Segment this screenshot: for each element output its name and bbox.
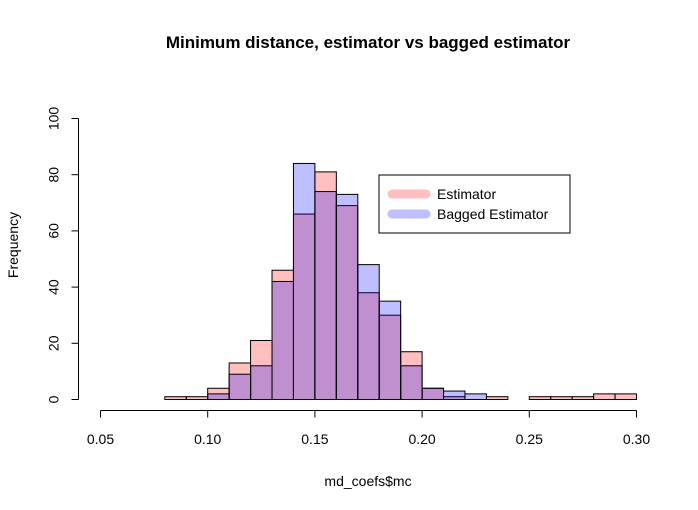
bar-bagged-estimator-4 xyxy=(250,365,273,400)
x-tick-label-5: 0.30 xyxy=(623,431,650,447)
x-axis: 0.05 0.10 0.15 0.20 0.25 0.30 xyxy=(87,410,650,447)
x-tick-label-2: 0.15 xyxy=(301,431,328,447)
bar-estimator-18 xyxy=(550,396,573,401)
x-tick-label-1: 0.10 xyxy=(194,431,221,447)
bar-bagged-estimator-9 xyxy=(357,264,380,400)
x-tick-label-0: 0.05 xyxy=(87,431,114,447)
y-tick-label-5: 100 xyxy=(46,107,62,131)
bar-estimator-0 xyxy=(164,396,187,401)
x-axis-label: md_coefs$mc xyxy=(324,473,411,489)
bar-bagged-estimator-10 xyxy=(378,300,402,400)
y-axis-label: Frequency xyxy=(5,212,21,278)
bagged-estimator-bars xyxy=(207,162,487,401)
bar-estimator-17 xyxy=(528,396,552,401)
bar-bagged-estimator-12 xyxy=(421,387,445,401)
y-tick-label-2: 40 xyxy=(46,279,62,295)
y-tick-label-1: 20 xyxy=(46,335,62,351)
bar-estimator-1 xyxy=(185,396,209,401)
bar-bagged-estimator-8 xyxy=(335,193,359,400)
bar-bagged-estimator-5 xyxy=(271,280,294,401)
y-axis: 0 20 40 60 80 100 xyxy=(46,107,79,403)
x-tick-label-4: 0.25 xyxy=(516,431,543,447)
chart-title: Minimum distance, estimator vs bagged es… xyxy=(166,33,571,52)
bar-bagged-estimator-14 xyxy=(464,393,487,401)
bar-bagged-estimator-3 xyxy=(228,373,252,400)
bar-bagged-estimator-13 xyxy=(443,390,466,401)
bar-bagged-estimator-7 xyxy=(314,191,337,400)
x-tick-label-3: 0.20 xyxy=(408,431,435,447)
bar-bagged-estimator-11 xyxy=(400,365,423,400)
y-tick-label-4: 80 xyxy=(46,167,62,183)
legend-label-bagged-estimator: Bagged Estimator xyxy=(437,206,549,222)
legend-box xyxy=(378,174,571,234)
legend-label-estimator: Estimator xyxy=(437,186,496,202)
bar-estimator-20 xyxy=(593,393,616,401)
y-tick-label-0: 0 xyxy=(46,395,62,403)
bar-estimator-15 xyxy=(485,396,509,401)
bar-estimator-21 xyxy=(614,393,637,401)
bar-bagged-estimator-6 xyxy=(292,162,316,400)
legend: Estimator Bagged Estimator xyxy=(378,174,571,234)
bar-bagged-estimator-2 xyxy=(207,393,230,401)
y-tick-label-3: 60 xyxy=(46,223,62,239)
bar-estimator-19 xyxy=(571,396,595,401)
